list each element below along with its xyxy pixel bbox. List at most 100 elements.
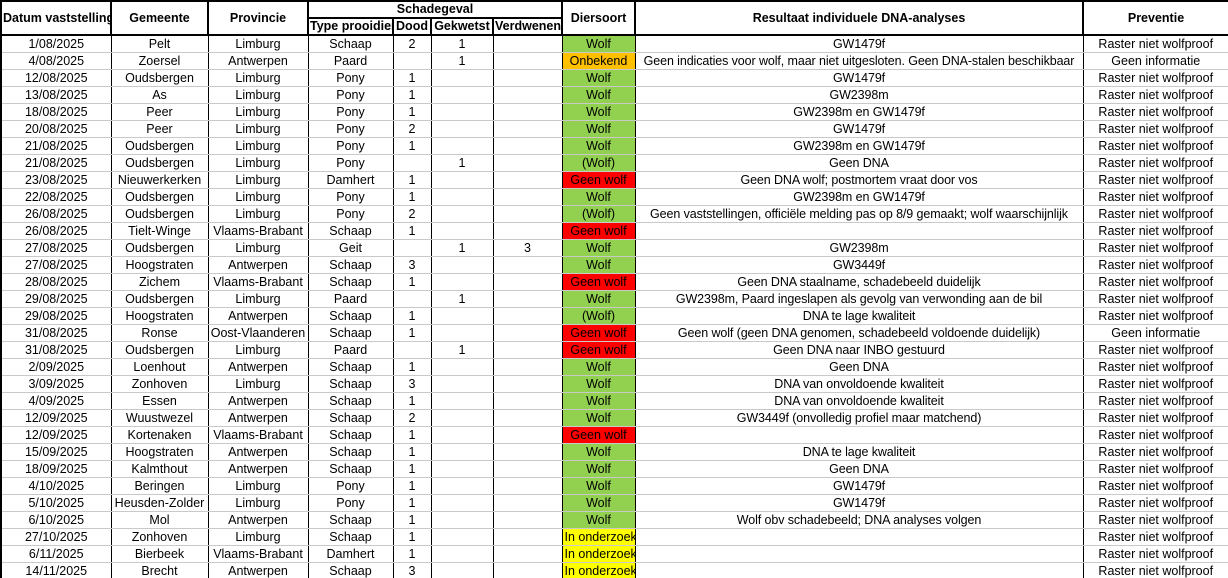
header-gekwetst[interactable]: Gekwetst — [430, 17, 494, 36]
cell-gemeente[interactable]: Brecht — [110, 562, 209, 578]
cell-gemeente[interactable]: Essen — [110, 392, 209, 410]
cell-verdwenen[interactable] — [492, 120, 563, 138]
cell-type-prooidier[interactable]: Pony — [307, 477, 394, 495]
cell-provincie[interactable]: Vlaams-Brabant — [207, 426, 309, 444]
cell-gemeente[interactable]: Heusden-Zolder — [110, 494, 209, 512]
cell-gekwetst[interactable] — [430, 528, 494, 546]
cell-datum[interactable]: 12/09/2025 — [0, 426, 112, 444]
cell-dood[interactable]: 1 — [392, 545, 432, 563]
cell-dood[interactable] — [392, 341, 432, 359]
cell-datum[interactable]: 22/08/2025 — [0, 188, 112, 206]
cell-preventie[interactable]: Raster niet wolfproof — [1082, 273, 1228, 291]
cell-type-prooidier[interactable]: Schaap — [307, 460, 394, 478]
cell-verdwenen[interactable] — [492, 307, 563, 325]
cell-gekwetst[interactable]: 1 — [430, 290, 494, 308]
cell-preventie[interactable]: Raster niet wolfproof — [1082, 137, 1228, 155]
cell-dood[interactable]: 1 — [392, 494, 432, 512]
cell-provincie[interactable]: Vlaams-Brabant — [207, 222, 309, 240]
cell-dood[interactable]: 2 — [392, 120, 432, 138]
cell-verdwenen[interactable]: 3 — [492, 239, 563, 257]
cell-diersoort[interactable]: Wolf — [561, 494, 636, 512]
cell-gekwetst[interactable] — [430, 324, 494, 342]
cell-preventie[interactable]: Raster niet wolfproof — [1082, 171, 1228, 189]
cell-diersoort[interactable]: (Wolf) — [561, 205, 636, 223]
header-preventie[interactable]: Preventie — [1082, 0, 1228, 36]
cell-gemeente[interactable]: Hoogstraten — [110, 256, 209, 274]
cell-verdwenen[interactable] — [492, 222, 563, 240]
cell-type-prooidier[interactable]: Schaap — [307, 426, 394, 444]
cell-preventie[interactable]: Raster niet wolfproof — [1082, 86, 1228, 104]
cell-datum[interactable]: 28/08/2025 — [0, 273, 112, 291]
cell-gemeente[interactable]: Oudsbergen — [110, 341, 209, 359]
cell-resultaat[interactable]: DNA van onvoldoende kwaliteit — [634, 375, 1084, 393]
cell-verdwenen[interactable] — [492, 341, 563, 359]
cell-datum[interactable]: 18/09/2025 — [0, 460, 112, 478]
cell-diersoort[interactable]: Wolf — [561, 290, 636, 308]
cell-resultaat[interactable]: GW1479f — [634, 69, 1084, 87]
cell-verdwenen[interactable] — [492, 188, 563, 206]
cell-type-prooidier[interactable]: Schaap — [307, 443, 394, 461]
cell-verdwenen[interactable] — [492, 494, 563, 512]
cell-diersoort[interactable]: Wolf — [561, 137, 636, 155]
cell-provincie[interactable]: Limburg — [207, 137, 309, 155]
cell-gemeente[interactable]: Nieuwerkerken — [110, 171, 209, 189]
cell-dood[interactable]: 1 — [392, 443, 432, 461]
cell-gemeente[interactable]: Beringen — [110, 477, 209, 495]
cell-dood[interactable]: 1 — [392, 86, 432, 104]
cell-diersoort[interactable]: (Wolf) — [561, 307, 636, 325]
cell-provincie[interactable]: Antwerpen — [207, 392, 309, 410]
cell-gemeente[interactable]: Oudsbergen — [110, 137, 209, 155]
cell-preventie[interactable]: Geen informatie — [1082, 324, 1228, 342]
cell-gekwetst[interactable]: 1 — [430, 341, 494, 359]
cell-dood[interactable] — [392, 52, 432, 70]
cell-gekwetst[interactable] — [430, 256, 494, 274]
cell-verdwenen[interactable] — [492, 426, 563, 444]
cell-gekwetst[interactable] — [430, 120, 494, 138]
cell-verdwenen[interactable] — [492, 69, 563, 87]
cell-gekwetst[interactable]: 1 — [430, 52, 494, 70]
cell-resultaat[interactable] — [634, 528, 1084, 546]
cell-resultaat[interactable]: Wolf obv schadebeeld; DNA analyses volge… — [634, 511, 1084, 529]
cell-preventie[interactable]: Raster niet wolfproof — [1082, 528, 1228, 546]
header-dood[interactable]: Dood — [392, 17, 432, 36]
cell-dood[interactable]: 1 — [392, 528, 432, 546]
cell-resultaat[interactable]: Geen DNA naar INBO gestuurd — [634, 341, 1084, 359]
cell-diersoort[interactable]: Wolf — [561, 120, 636, 138]
cell-dood[interactable]: 1 — [392, 103, 432, 121]
header-verdwenen[interactable]: Verdwenen — [492, 17, 563, 36]
cell-type-prooidier[interactable]: Pony — [307, 137, 394, 155]
cell-preventie[interactable]: Raster niet wolfproof — [1082, 154, 1228, 172]
cell-resultaat[interactable]: DNA te lage kwaliteit — [634, 307, 1084, 325]
cell-datum[interactable]: 12/08/2025 — [0, 69, 112, 87]
cell-type-prooidier[interactable]: Paard — [307, 290, 394, 308]
cell-diersoort[interactable]: Wolf — [561, 443, 636, 461]
cell-gemeente[interactable]: Tielt-Winge — [110, 222, 209, 240]
cell-verdwenen[interactable] — [492, 375, 563, 393]
cell-gemeente[interactable]: Hoogstraten — [110, 443, 209, 461]
cell-gekwetst[interactable] — [430, 375, 494, 393]
cell-datum[interactable]: 21/08/2025 — [0, 154, 112, 172]
cell-datum[interactable]: 31/08/2025 — [0, 341, 112, 359]
cell-provincie[interactable]: Antwerpen — [207, 358, 309, 376]
cell-preventie[interactable]: Raster niet wolfproof — [1082, 120, 1228, 138]
cell-gemeente[interactable]: Pelt — [110, 35, 209, 53]
cell-verdwenen[interactable] — [492, 511, 563, 529]
cell-resultaat[interactable]: GW1479f — [634, 477, 1084, 495]
cell-diersoort[interactable]: (Wolf) — [561, 154, 636, 172]
cell-datum[interactable]: 27/08/2025 — [0, 239, 112, 257]
cell-diersoort[interactable]: Geen wolf — [561, 222, 636, 240]
cell-type-prooidier[interactable]: Schaap — [307, 528, 394, 546]
cell-gekwetst[interactable]: 1 — [430, 154, 494, 172]
cell-type-prooidier[interactable]: Schaap — [307, 409, 394, 427]
cell-gekwetst[interactable] — [430, 273, 494, 291]
cell-provincie[interactable]: Limburg — [207, 171, 309, 189]
cell-resultaat[interactable]: GW1479f — [634, 35, 1084, 53]
cell-diersoort[interactable]: Onbekend — [561, 52, 636, 70]
cell-dood[interactable]: 3 — [392, 562, 432, 578]
cell-resultaat[interactable]: GW2398m — [634, 86, 1084, 104]
cell-verdwenen[interactable] — [492, 477, 563, 495]
cell-type-prooidier[interactable]: Geit — [307, 239, 394, 257]
cell-preventie[interactable]: Raster niet wolfproof — [1082, 307, 1228, 325]
cell-gekwetst[interactable] — [430, 562, 494, 578]
cell-datum[interactable]: 4/10/2025 — [0, 477, 112, 495]
